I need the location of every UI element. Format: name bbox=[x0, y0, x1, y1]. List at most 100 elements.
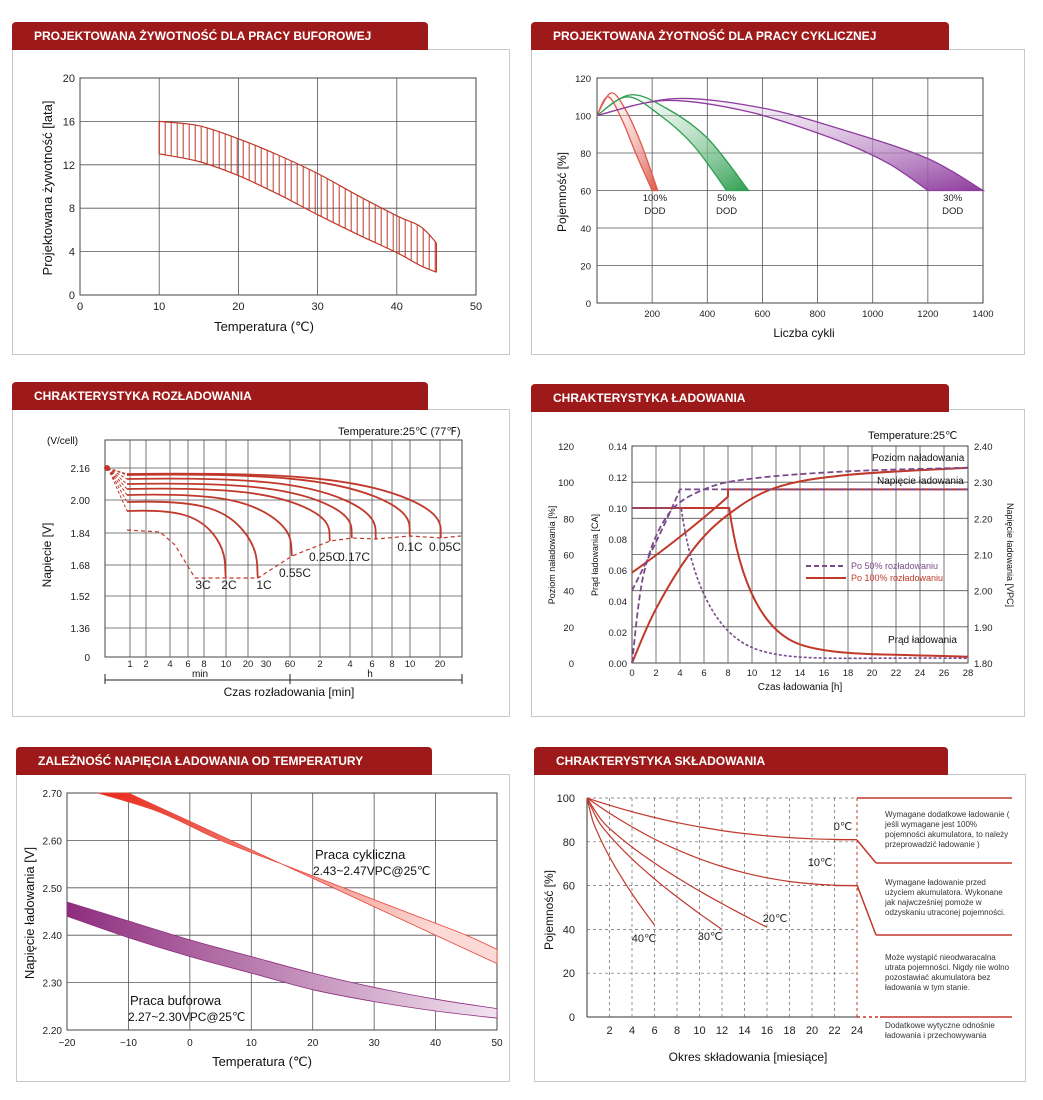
charge-voltage-50 bbox=[631, 488, 968, 592]
y-tick-label-ca: 0.06 bbox=[609, 566, 628, 577]
y-tick-label: 20 bbox=[580, 262, 591, 273]
x-tick-label: 16 bbox=[761, 1025, 773, 1037]
voltage-band-1 bbox=[66, 901, 498, 1019]
note-additional-charge: Wymagane dodatkowe ładowanie ( jeśli wym… bbox=[885, 810, 1010, 849]
charge-current-100 bbox=[632, 507, 969, 658]
series-float-spec: 2.27~2.30VPC@25℃ bbox=[128, 1010, 245, 1024]
x-tick-label: 4 bbox=[347, 659, 352, 670]
x-tick-label: 50 bbox=[470, 301, 482, 313]
x-tick-label: 26 bbox=[939, 668, 950, 679]
x-tick-label: 22 bbox=[828, 1025, 840, 1037]
y-tick-label-vpc: 2.30 bbox=[974, 478, 993, 489]
y-tick-label: 100 bbox=[575, 112, 591, 123]
x-tick-label: 1 bbox=[127, 659, 132, 670]
label-charge-voltage: Napięcie ładowania bbox=[877, 476, 964, 487]
panel-title: PROJEKTOWANA ŻYWOTNOŚĆ DLA PRACY BUFOROW… bbox=[12, 22, 428, 50]
label-charge-current: Prąd ładowania bbox=[888, 635, 957, 646]
x-tick-label: 40 bbox=[391, 301, 403, 313]
y-tick-label-vpc: 1.80 bbox=[974, 659, 993, 670]
charge-level-50 bbox=[631, 466, 969, 664]
panel-title: ZALEŻNOŚĆ NAPIĘCIA ŁADOWANIA OD TEMPERAT… bbox=[16, 747, 432, 775]
y-tick-label-pct: 20 bbox=[563, 623, 574, 634]
x-tick-label: 24 bbox=[851, 1025, 863, 1037]
x-tick-label: 2 bbox=[606, 1025, 612, 1037]
x-tick-label: 8 bbox=[201, 659, 206, 670]
y-axis-label-right: Napięcie ładowania [VPC] bbox=[1005, 503, 1015, 607]
x-tick-label: 2 bbox=[143, 659, 148, 670]
y-axis-label: Pojemność [%] bbox=[555, 152, 569, 232]
x-tick-label: 30 bbox=[369, 1038, 381, 1049]
storage-curve-2 bbox=[586, 797, 768, 928]
x-tick-label: 8 bbox=[674, 1025, 680, 1037]
x-tick-label: 10 bbox=[405, 659, 416, 670]
legend-label-100: Po 100% rozładowaniu bbox=[851, 573, 943, 583]
y-tick-label: 2.70 bbox=[43, 789, 63, 800]
x-tick-label: 6 bbox=[185, 659, 190, 670]
x-tick-label: 2 bbox=[317, 659, 322, 670]
storage-curve-0 bbox=[586, 797, 858, 841]
x-tick-label: 0 bbox=[77, 301, 83, 313]
x-tick-label: 16 bbox=[819, 668, 830, 679]
x-tick-label: 20 bbox=[806, 1025, 818, 1037]
x-tick-label: 20 bbox=[232, 301, 244, 313]
x-tick-label: 20 bbox=[867, 668, 878, 679]
discharge-curve-2 bbox=[126, 493, 293, 557]
x-tick-label: 20 bbox=[307, 1038, 319, 1049]
x-tick-label: 20 bbox=[243, 659, 254, 670]
band-lower bbox=[159, 153, 437, 273]
dod-label: DOD bbox=[644, 206, 665, 217]
rate-label: 0.17C bbox=[338, 550, 370, 564]
y-tick-label: 120 bbox=[575, 74, 591, 85]
y-tick-label: 40 bbox=[563, 924, 575, 936]
temperature-label: 20℃ bbox=[763, 913, 788, 925]
x-tick-label: 10 bbox=[693, 1025, 705, 1037]
y-tick-label-vpc: 2.20 bbox=[974, 514, 993, 525]
y-axis-label-left2: Prąd ładowania [CA] bbox=[590, 514, 600, 596]
charge-current-50 bbox=[632, 507, 969, 660]
x-tick-label: −10 bbox=[120, 1038, 137, 1049]
rate-label: 2C bbox=[221, 578, 237, 592]
rate-label: 0.55C bbox=[279, 566, 311, 580]
x-tick-label: 6 bbox=[651, 1025, 657, 1037]
cycle-band-0 bbox=[596, 92, 659, 192]
x-tick-label: 30 bbox=[261, 659, 272, 670]
storage-curve-1 bbox=[586, 797, 858, 887]
cycle-band-1 bbox=[596, 94, 750, 192]
x-tick-label: 20 bbox=[435, 659, 446, 670]
initial-dip bbox=[107, 467, 128, 512]
y-tick-label: 80 bbox=[580, 149, 591, 160]
y-tick-label-pct: 80 bbox=[563, 514, 574, 525]
y-tick-label-pct: 120 bbox=[558, 442, 574, 453]
y-axis-label-left1: Poziom naładowania [%] bbox=[547, 506, 557, 605]
discharge-curve-1 bbox=[126, 500, 259, 579]
y-tick-label: 100 bbox=[557, 793, 575, 805]
x-tick-label: 14 bbox=[795, 668, 806, 679]
x-tick-label: 4 bbox=[167, 659, 172, 670]
y-tick-label: 1.68 bbox=[71, 561, 91, 572]
y-unit: (V/cell) bbox=[47, 436, 78, 447]
x-tick-label: 22 bbox=[891, 668, 902, 679]
x-tick-label: 10 bbox=[153, 301, 165, 313]
x-tick-label: 0 bbox=[187, 1038, 193, 1049]
y-tick-label: 2.50 bbox=[43, 884, 63, 895]
discharge-curve-4 bbox=[126, 482, 353, 539]
x-tick-label: 12 bbox=[716, 1025, 728, 1037]
y-tick-label-ca: 0.04 bbox=[609, 597, 628, 608]
rate-label: 1C bbox=[256, 578, 272, 592]
y-tick-label-ca: 0.12 bbox=[609, 473, 628, 484]
y-tick-label-ca: 0.14 bbox=[609, 442, 628, 453]
storage-curve-3 bbox=[586, 797, 723, 930]
panel-charge bbox=[531, 409, 1025, 717]
y-tick-label: 1.52 bbox=[71, 592, 91, 603]
dod-label: 100% bbox=[643, 193, 668, 204]
x-axis-label: Okres składowania [miesiące] bbox=[669, 1050, 828, 1064]
y-tick-label: 0 bbox=[84, 653, 90, 664]
x-unit-min: min bbox=[192, 669, 208, 680]
panel-title: CHRAKTERYSTYKA ŁADOWANIA bbox=[531, 384, 949, 412]
rate-label: 0.1C bbox=[397, 540, 423, 554]
discharge-curve-6 bbox=[126, 473, 411, 537]
